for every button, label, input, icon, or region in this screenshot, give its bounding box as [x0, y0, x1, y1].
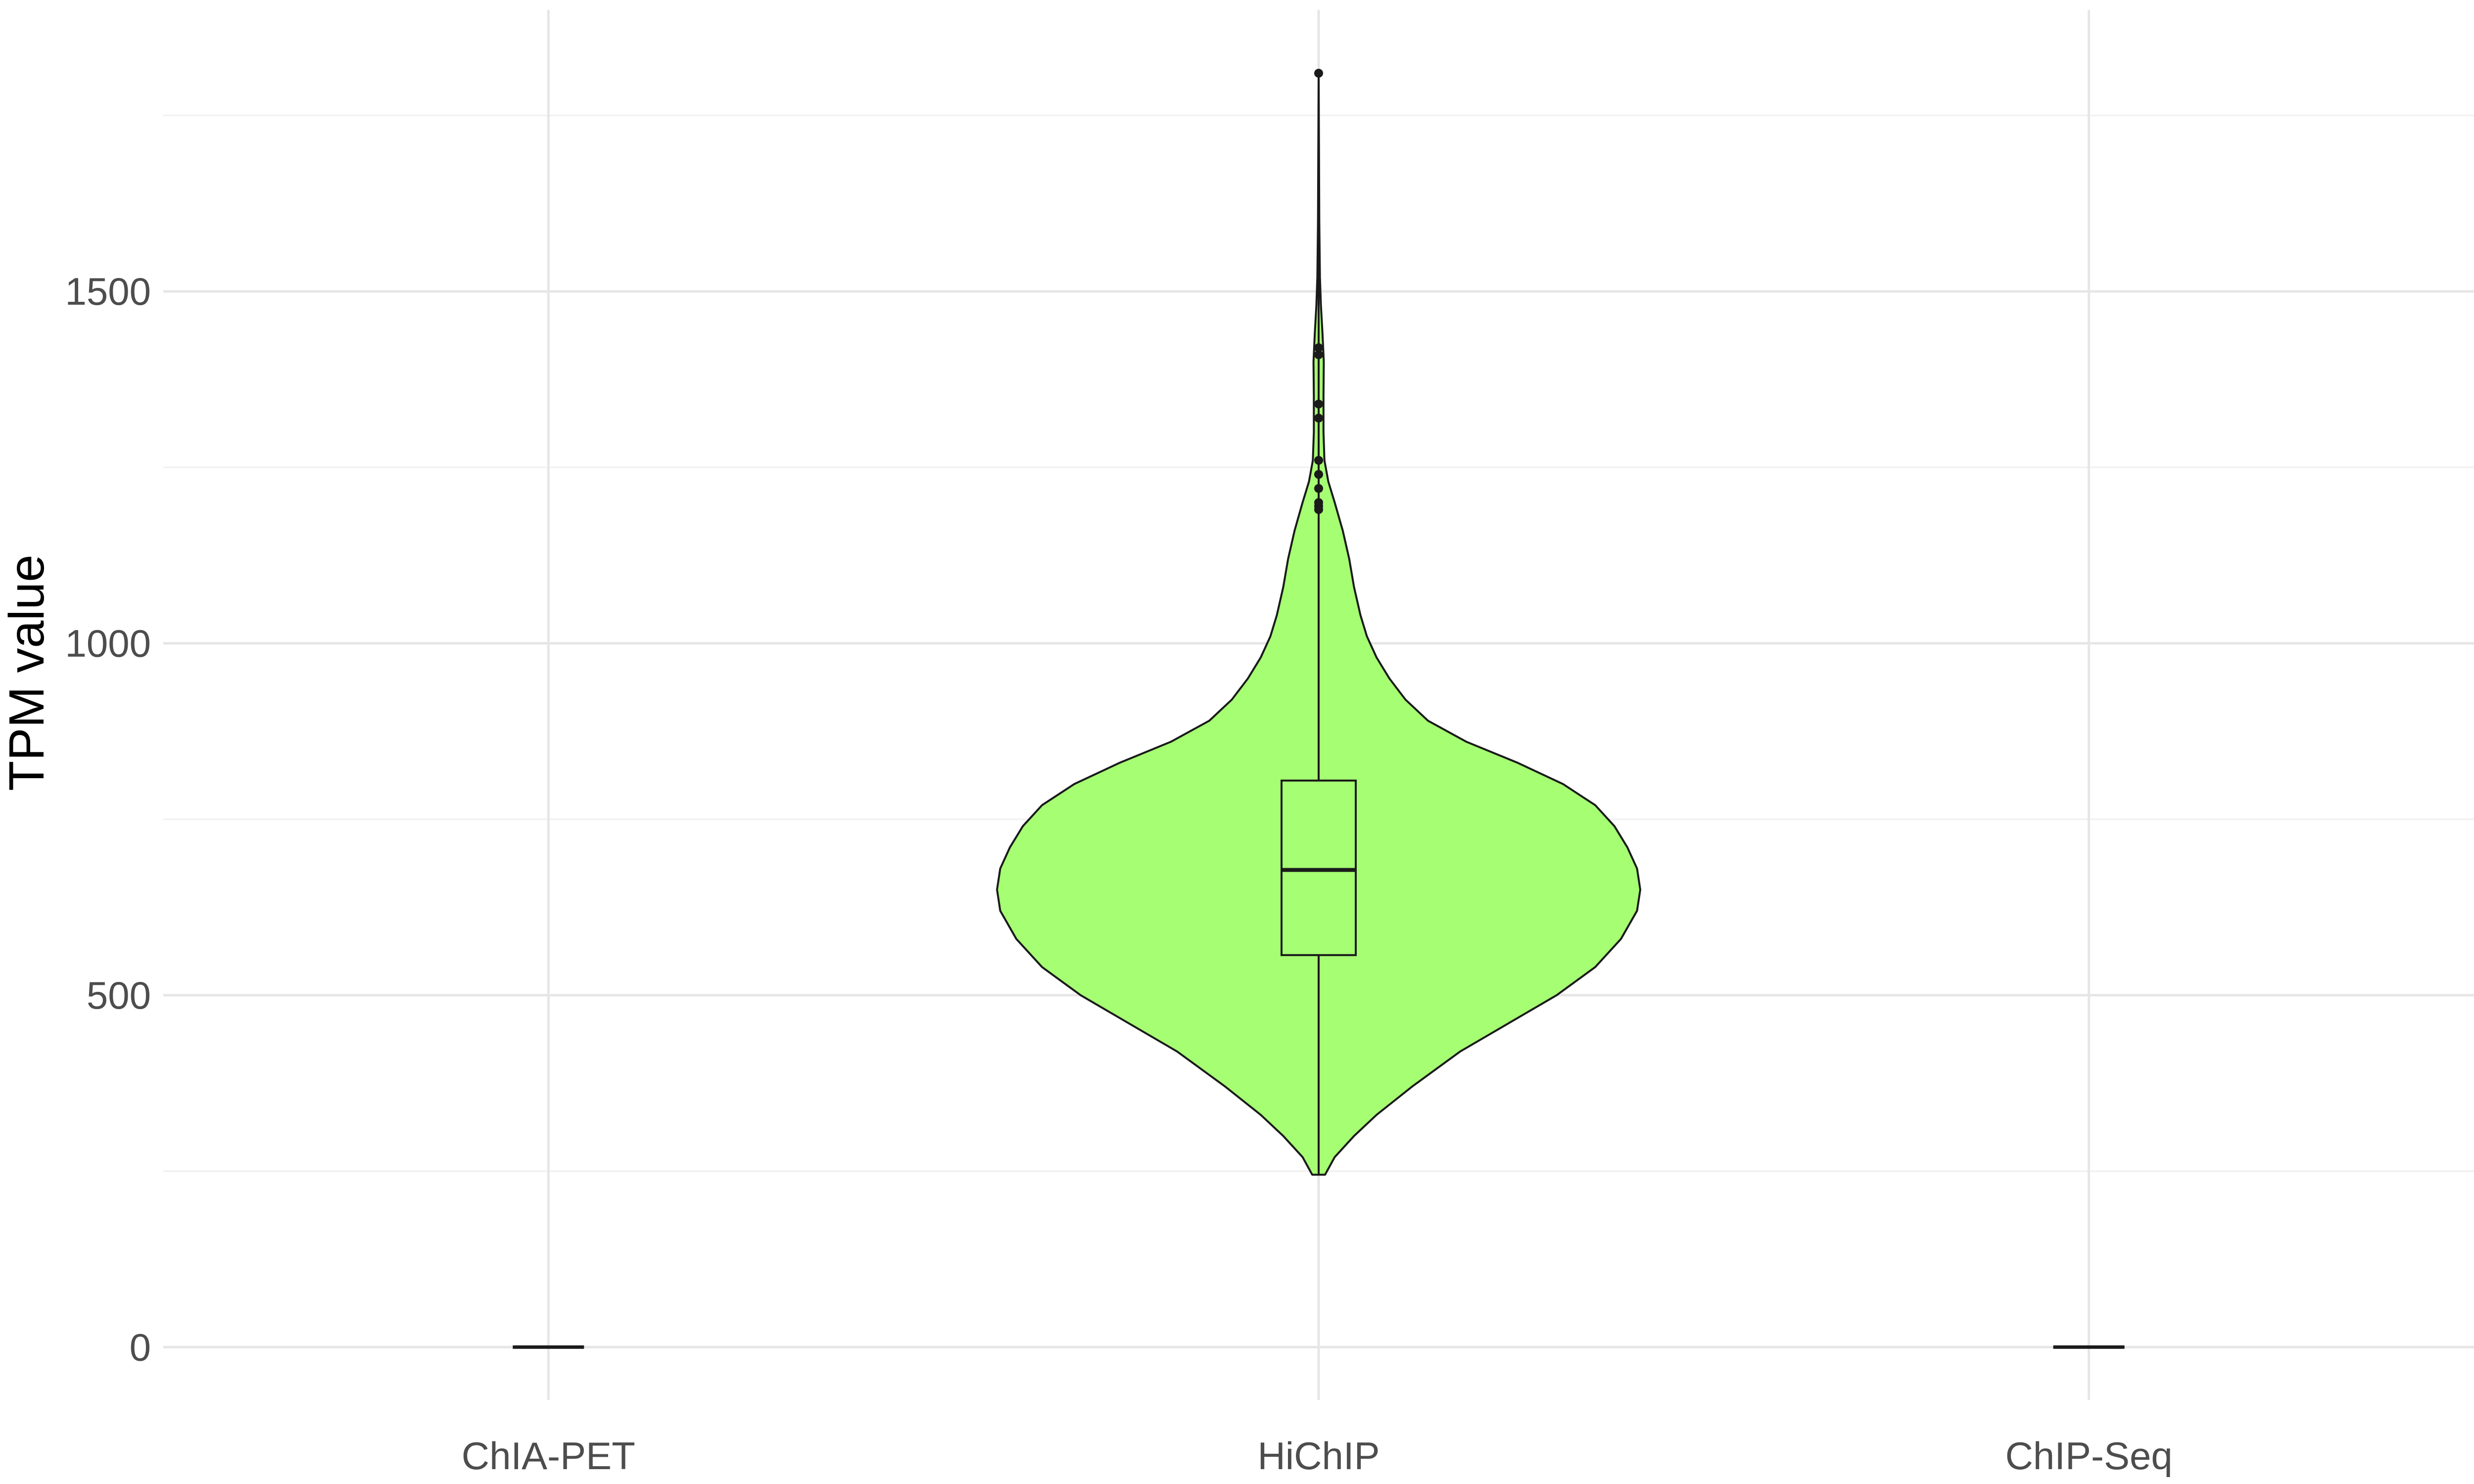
box-outlier-point [1314, 470, 1323, 479]
y-axis-title: TPM value [0, 555, 54, 791]
y-tick-label: 0 [130, 1325, 151, 1369]
y-tick-label: 1000 [65, 622, 151, 665]
box-outlier-point [1314, 350, 1323, 360]
x-tick-label: ChIA-PET [462, 1434, 635, 1478]
x-tick-label: HiChIP [1257, 1434, 1380, 1478]
box-outlier-point [1314, 456, 1323, 465]
y-tick-label: 500 [87, 974, 151, 1017]
x-tick-label: ChIP-Seq [2005, 1434, 2173, 1478]
box-outlier-point [1314, 343, 1323, 352]
y-axis-tick-labels: 0 500 1000 1500 [65, 270, 151, 1369]
y-tick-label: 1500 [65, 270, 151, 313]
x-axis-tick-labels: ChIA-PET HiChIP ChIP-Seq [462, 1434, 2173, 1478]
box-outlier-point [1314, 69, 1323, 78]
box-iqr [1281, 779, 1357, 956]
box-outlier-point [1314, 414, 1323, 423]
violin-marks [513, 69, 2125, 1349]
box-outlier-point [1314, 498, 1323, 507]
box-outlier-point [1314, 484, 1323, 493]
box-outlier-point [1314, 399, 1323, 409]
